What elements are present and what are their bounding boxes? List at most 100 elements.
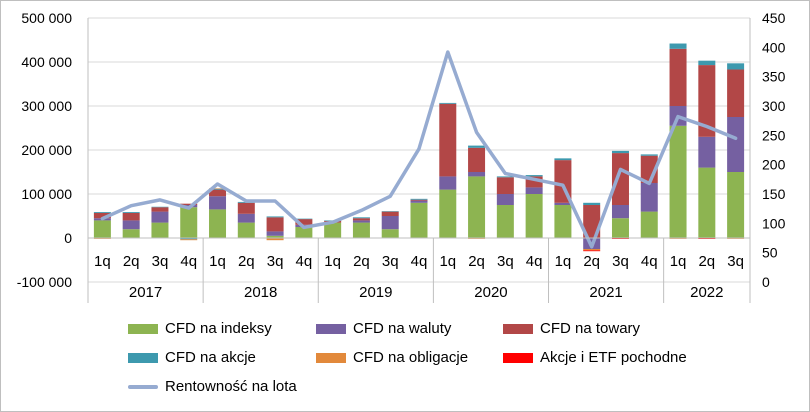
bar-segment-cfd-na-indeksy [727,172,745,238]
legend-item-akcje-etf: Akcje i ETF pochodne [503,349,687,366]
legend-label-cfd-towary: CFD na towary [540,320,641,337]
x-quarter-label: 1q [670,253,687,270]
y-right-tick-label: 400 [762,39,786,55]
bar-segment-cfd-na-indeksy [324,222,342,238]
bar-segment-cfd-na-indeksy [237,222,255,238]
bar-segment-cfd-na-indeksy [439,189,457,238]
x-quarter-label: 1q [439,253,456,270]
bar-segment-akcje-i-etf-pochodne [583,250,601,252]
bar-segment-cfd-na-indeksy [180,207,198,238]
bar-segment-cfd-na-akcje [554,158,572,161]
bar-segment-cfd-na-akcje [266,216,284,218]
bar-segment-cfd-na-akcje [611,150,629,154]
x-quarter-label: 3q [727,253,744,270]
x-quarter-label: 2q [583,253,600,270]
y-left-tick-label: 500 000 [21,10,72,26]
x-quarter-label: 3q [382,253,399,270]
bar-segment-akcje-i-etf-pochodne [698,238,716,239]
bar-segment-cfd-na-akcje [640,154,658,156]
x-quarter-label: 4q [180,253,197,270]
bar-segment-cfd-na-towary [295,219,313,225]
bar-segment-cfd-na-waluty [209,196,227,210]
bar-segment-cfd-na-akcje [525,175,543,177]
bar-segment-cfd-na-obligacje [583,249,601,251]
bar-segment-cfd-na-akcje [698,60,716,66]
bar-segment-cfd-na-akcje [496,176,514,178]
y-right-tick-label: 350 [762,69,786,85]
bar-segment-cfd-na-obligacje [209,188,227,189]
x-quarter-label: 1q [555,253,572,270]
bar-segment-cfd-na-towary [180,203,198,205]
bar-segment-cfd-na-indeksy [93,220,111,238]
bar-segment-cfd-na-towary [468,147,486,172]
bar-segment-cfd-na-akcje [727,63,745,70]
rentownosc-line [100,50,738,249]
x-quarter-label: 4q [296,253,313,270]
y-left-tick-label: 200 000 [21,142,72,158]
y-right-tick-label: 50 [762,245,778,261]
x-quarter-label: 1q [324,253,341,270]
bar-segment-cfd-na-towary [209,189,227,197]
y-right-tick-label: 0 [762,274,770,290]
x-quarter-label: 4q [411,253,428,270]
bar-segment-cfd-na-waluty [640,183,658,212]
legend-item-cfd-indeksy: CFD na indeksy [128,320,272,337]
x-quarter-label: 3q [612,253,629,270]
bar-segment-cfd-na-towary [525,176,543,188]
legend-item-cfd-obligacje: CFD na obligacje [316,349,468,366]
legend-swatch-cfd-akcje [128,352,158,363]
y-left-tick-label: 0 [64,230,72,246]
bar-segment-cfd-na-indeksy [525,194,543,238]
bar-segment-cfd-na-towary [266,217,284,232]
bar-segment-cfd-na-towary [410,199,428,201]
bar-segment-cfd-na-towary [352,218,370,221]
bar-segment-cfd-na-obligacje [266,238,284,241]
bar-segment-cfd-na-waluty [496,194,514,205]
legend-swatch-rentownosc [128,384,158,389]
legend-item-cfd-akcje: CFD na akcje [128,349,256,366]
bar-segment-cfd-na-waluty [352,220,370,223]
bar-segment-cfd-na-akcje [381,211,399,212]
x-year-label: 2017 [129,284,162,301]
bar-segment-cfd-na-akcje [583,202,601,205]
legend-label-cfd-obligacje: CFD na obligacje [353,349,469,366]
bar-segment-akcje-i-etf-pochodne [611,238,629,239]
x-quarter-label: 3q [497,253,514,270]
bar-segment-cfd-na-indeksy [352,222,370,238]
x-quarter-label: 4q [641,253,658,270]
bar-segment-cfd-na-towary [669,48,687,106]
bar-segment-cfd-na-towary [439,103,457,177]
bar-segment-cfd-na-akcje [439,102,457,104]
bar-segment-cfd-na-indeksy [698,167,716,238]
y-left-tick-label: 300 000 [21,98,72,114]
x-year-label: 2022 [690,284,723,301]
y-right-tick-label: 250 [762,127,786,143]
bar-segment-cfd-na-waluty [381,216,399,230]
x-quarter-label: 3q [152,253,169,270]
bar-segment-cfd-na-akcje [151,206,169,208]
legend-item-cfd-towary: CFD na towary [503,320,640,337]
bar-segment-cfd-na-waluty [611,205,629,219]
bar-segment-cfd-na-indeksy [122,229,140,238]
legend-swatch-cfd-waluty [316,323,346,334]
bar-segment-cfd-na-towary [237,202,255,214]
y-right-tick-label: 100 [762,215,786,231]
bar-segment-cfd-na-waluty [122,220,140,230]
y-right-tick-label: 200 [762,157,786,173]
bar-segment-cfd-na-obligacje [180,239,198,241]
bar-segment-cfd-na-waluty [151,211,169,223]
x-quarter-label: 2q [123,253,140,270]
x-quarter-label: 2q [238,253,255,270]
bar-segment-cfd-na-waluty [727,117,745,172]
x-quarter-label: 2q [468,253,485,270]
legend-swatch-cfd-indeksy [128,323,158,334]
bar-segment-cfd-na-towary [496,177,514,194]
bar-segment-cfd-na-indeksy [266,235,284,238]
bar-segment-cfd-na-towary [583,205,601,238]
bar-segment-cfd-na-towary [381,211,399,216]
legend-item-cfd-waluty: CFD na waluty [316,320,451,337]
legend: CFD na indeksy CFD na waluty CFD na towa… [0,312,810,412]
bar-segment-cfd-na-waluty [439,176,457,190]
